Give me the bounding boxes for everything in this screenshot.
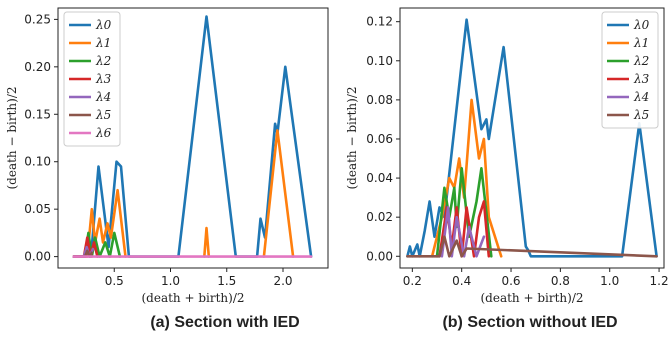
legend-box-b <box>601 11 659 129</box>
ytick-label-a-2: 0.10 <box>24 155 51 169</box>
legend-b: λ0 λ1 λ2 λ3 λ4 λ5 <box>601 11 659 129</box>
ytick-label-b-1: 0.02 <box>366 210 393 224</box>
caption-a: (a) Section with IED <box>150 314 300 331</box>
xtick-label-b-5: 1.2 <box>650 274 668 288</box>
ytick-label-a-1: 0.05 <box>24 202 51 216</box>
series-group-a <box>72 15 313 258</box>
xtick-label-a-2: 1.5 <box>217 274 236 288</box>
legend-label-a-4: λ4 <box>95 90 111 104</box>
legend-label-a-0: λ0 <box>95 18 112 32</box>
ytick-label-a-3: 0.15 <box>24 107 51 121</box>
legend-label-a-5: λ5 <box>95 108 111 122</box>
xtick-label-b-3: 0.8 <box>551 274 570 288</box>
legend-label-b-5: λ5 <box>633 108 649 122</box>
legend-label-a-6: λ6 <box>95 126 112 140</box>
legend-a: λ0 λ1 λ2 λ3 λ4 λ5 λ6 <box>63 11 121 147</box>
legend-label-a-1: λ1 <box>95 36 111 50</box>
ytick-label-b-4: 0.08 <box>366 93 393 107</box>
chart-a: 0.5 1.0 1.5 2.0 0.00 0.05 0.10 0.15 0.20 0.25 (dea… <box>5 7 329 305</box>
series-line-b-0 <box>406 18 658 258</box>
xtick-label-b-0: 0.2 <box>403 274 422 288</box>
ytick-label-b-0: 0.00 <box>366 249 393 263</box>
series-line-b-4 <box>440 206 486 258</box>
xtick-label-a-3: 2.0 <box>273 274 292 288</box>
ytick-label-a-4: 0.20 <box>24 60 51 74</box>
ylabel-b: (death − birth)/2 <box>345 86 359 189</box>
series-group-b <box>406 18 658 258</box>
legend-label-b-4: λ4 <box>633 90 649 104</box>
ylabel-a: (death − birth)/2 <box>5 86 19 189</box>
ytick-label-b-3: 0.06 <box>366 132 393 146</box>
ytick-label-a-5: 0.25 <box>24 12 51 26</box>
legend-label-a-3: λ3 <box>95 72 112 86</box>
ytick-label-b-6: 0.12 <box>366 15 393 29</box>
xlabel-b: (death + birth)/2 <box>480 291 583 305</box>
chart-b: 0.2 0.4 0.6 0.8 1.0 1.2 0.00 0.02 0.04 0.06 0.08 0.… <box>345 7 668 305</box>
legend-label-b-0: λ0 <box>633 18 650 32</box>
legend-box-a <box>63 11 121 147</box>
ytick-label-b-5: 0.10 <box>366 54 393 68</box>
xtick-label-b-1: 0.4 <box>452 274 471 288</box>
ytick-label-b-2: 0.04 <box>366 171 393 185</box>
xtick-label-b-4: 1.0 <box>600 274 619 288</box>
series-line-b-5 <box>406 235 658 258</box>
legend-label-b-2: λ2 <box>633 54 649 68</box>
series-line-b-2 <box>435 167 493 258</box>
caption-b: (b) Section without IED <box>442 314 618 331</box>
xtick-label-a-1: 1.0 <box>161 274 180 288</box>
legend-label-a-2: λ2 <box>95 54 111 68</box>
series-line-a-1-1 <box>203 226 211 258</box>
xlabel-a: (death + birth)/2 <box>141 291 244 305</box>
xtick-label-a-0: 0.5 <box>105 274 124 288</box>
legend-label-b-3: λ3 <box>633 72 650 86</box>
legend-label-b-1: λ1 <box>633 36 649 50</box>
xtick-label-b-2: 0.6 <box>501 274 520 288</box>
series-line-a-1-2 <box>262 129 295 258</box>
ytick-label-a-0: 0.00 <box>24 250 51 264</box>
